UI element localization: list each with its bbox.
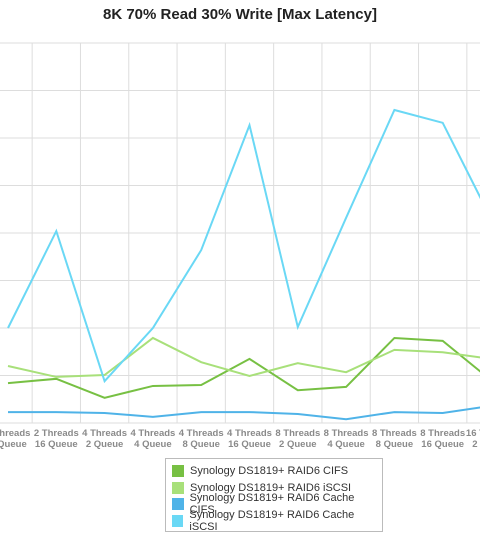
line-series bbox=[8, 406, 480, 421]
chart-title: 8K 70% Read 30% Write [Max Latency] bbox=[103, 6, 377, 23]
x-tick-label: 4 Threads 16 Queue bbox=[227, 428, 272, 450]
x-tick-label: 2 Threads 16 Queue bbox=[33, 428, 79, 450]
line-series bbox=[7, 108, 480, 384]
x-tick-label: 4 Threads 2 Queue bbox=[82, 428, 128, 450]
x-tick-label: 16 Threads 2 Queue bbox=[465, 428, 480, 450]
legend-item: Synology DS1819+ RAID6 iSCSI bbox=[172, 480, 376, 497]
x-tick-label: 4 Threads 8 Queue bbox=[178, 428, 224, 450]
legend-swatch bbox=[172, 514, 184, 527]
x-tick-label: 8 Threads 8 Queue bbox=[371, 428, 417, 450]
x-tick-label: 8 Threads 16 Queue bbox=[420, 428, 466, 450]
x-tick-label: 4 Threads 4 Queue bbox=[130, 428, 176, 450]
legend-item: Synology DS1819+ RAID6 Cache CIFS bbox=[172, 492, 376, 516]
legend-swatch bbox=[172, 498, 184, 511]
x-tick-label: 2 Threads 8 Queue bbox=[0, 428, 31, 450]
legend-swatch bbox=[172, 481, 184, 494]
legend-label: Synology DS1819+ RAID6 iSCSI bbox=[190, 481, 352, 494]
legend-swatch bbox=[172, 465, 184, 478]
x-tick-label: 8 Threads 2 Queue bbox=[275, 428, 321, 450]
legend: Synology DS1819+ RAID6 CIFS Synology DS18… bbox=[165, 458, 383, 533]
legend-label: Synology DS1819+ RAID6 Cache CIFS bbox=[189, 492, 355, 517]
legend-item: Synology DS1819+ RAID6 CIFS bbox=[172, 463, 376, 480]
legend-item: Synology DS1819+ RAID6 Cache iSCSI bbox=[172, 509, 376, 533]
legend-label: Synology DS1819+ RAID6 Cache iSCSI bbox=[189, 508, 355, 533]
x-tick-label: 8 Threads 4 Queue bbox=[323, 428, 369, 450]
legend-label: Synology DS1819+ RAID6 CIFS bbox=[190, 465, 349, 478]
line-series bbox=[7, 336, 480, 378]
line-series bbox=[7, 336, 480, 399]
